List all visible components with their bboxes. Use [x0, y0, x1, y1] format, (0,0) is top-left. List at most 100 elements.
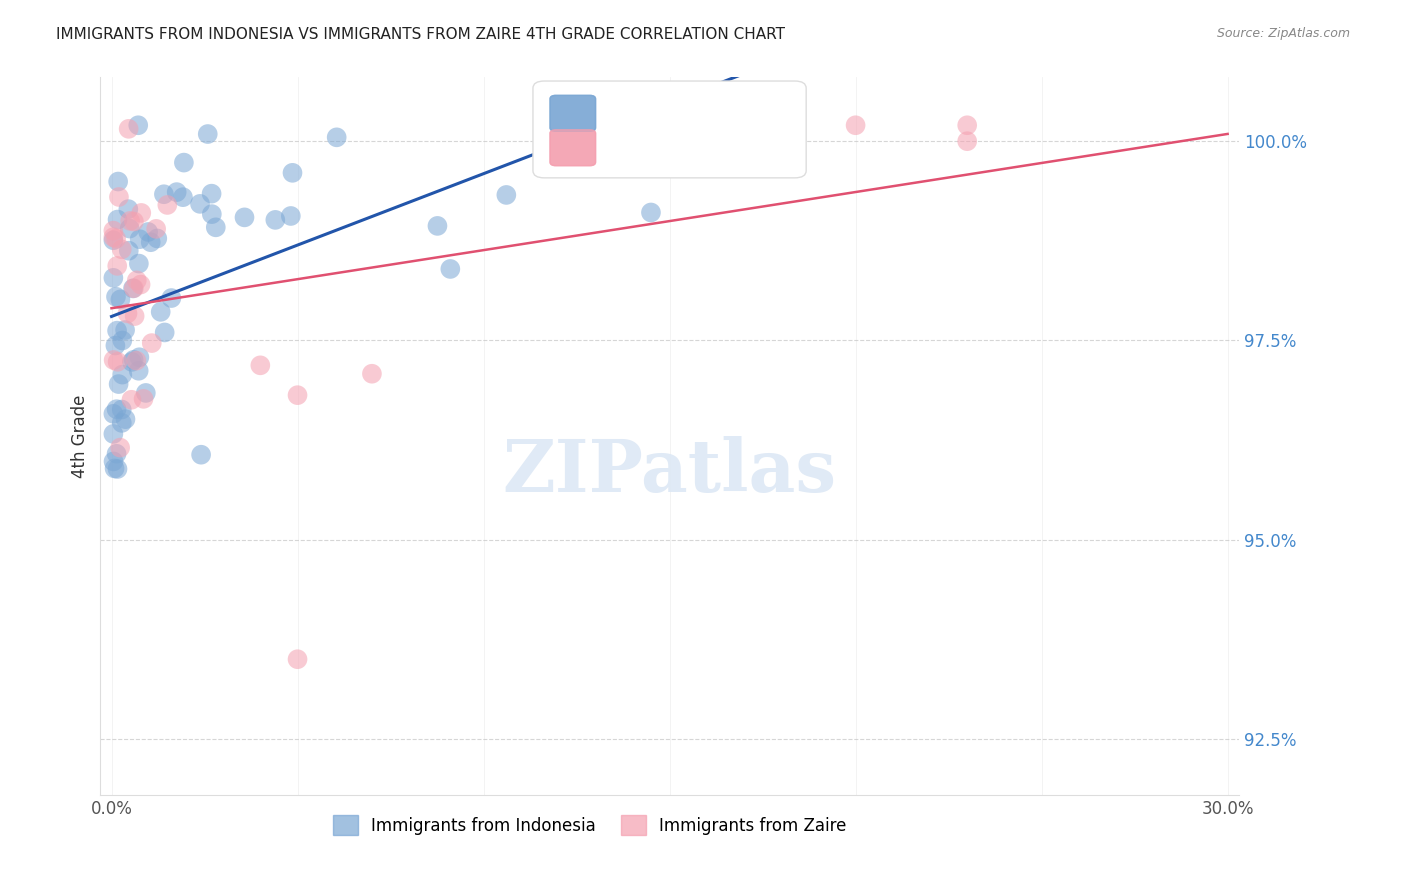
Immigrants from Zaire [103, 224, 125, 238]
Immigrants from Zaire [105, 232, 128, 246]
Immigrants from Indonesia [233, 211, 256, 225]
Immigrants from Indonesia [103, 270, 125, 285]
FancyBboxPatch shape [550, 95, 596, 131]
Immigrants from Zaire [121, 392, 143, 407]
Immigrants from Zaire [117, 306, 139, 320]
Immigrants from Indonesia [107, 175, 129, 189]
Immigrants from Indonesia [426, 219, 449, 233]
Text: Source: ZipAtlas.com: Source: ZipAtlas.com [1216, 27, 1350, 40]
Text: IMMIGRANTS FROM INDONESIA VS IMMIGRANTS FROM ZAIRE 4TH GRADE CORRELATION CHART: IMMIGRANTS FROM INDONESIA VS IMMIGRANTS … [56, 27, 785, 42]
Immigrants from Indonesia [103, 461, 125, 475]
Immigrants from Indonesia [111, 416, 134, 430]
Immigrants from Indonesia [197, 127, 219, 141]
Immigrants from Indonesia [111, 368, 134, 382]
Immigrants from Indonesia [114, 323, 136, 337]
FancyBboxPatch shape [533, 81, 806, 178]
Immigrants from Indonesia [103, 233, 125, 247]
Immigrants from Indonesia [128, 232, 150, 246]
Immigrants from Indonesia [103, 426, 125, 441]
Immigrants from Indonesia [264, 213, 287, 227]
Immigrants from Indonesia [104, 290, 127, 304]
Immigrants from Indonesia [128, 364, 150, 378]
Immigrants from Zaire [156, 198, 179, 212]
Text: N =: N = [692, 145, 744, 163]
Text: 0.365: 0.365 [631, 145, 688, 163]
Immigrants from Zaire [956, 118, 979, 132]
Immigrants from Indonesia [204, 220, 226, 235]
Immigrants from Indonesia [114, 412, 136, 426]
Immigrants from Indonesia [128, 256, 150, 270]
Text: 31: 31 [735, 145, 761, 163]
Immigrants from Zaire [108, 441, 131, 455]
Immigrants from Zaire [111, 243, 134, 257]
Immigrants from Zaire [122, 281, 145, 295]
Immigrants from Indonesia [200, 186, 222, 201]
Immigrants from Indonesia [103, 454, 125, 468]
Immigrants from Indonesia [127, 118, 149, 132]
Immigrants from Indonesia [160, 291, 183, 305]
Text: N =: N = [692, 110, 744, 128]
Immigrants from Indonesia [166, 185, 188, 199]
Immigrants from Indonesia [190, 448, 212, 462]
Immigrants from Indonesia [153, 187, 176, 202]
Immigrants from Indonesia [104, 338, 127, 352]
Immigrants from Indonesia [122, 352, 145, 367]
Immigrants from Zaire [122, 214, 145, 228]
Text: ZIPatlas: ZIPatlas [502, 436, 837, 508]
Immigrants from Indonesia [640, 205, 662, 219]
Immigrants from Indonesia [117, 202, 139, 216]
Immigrants from Zaire [107, 355, 129, 369]
Immigrants from Indonesia [173, 155, 195, 169]
Immigrants from Indonesia [128, 350, 150, 364]
Text: 59: 59 [735, 110, 761, 128]
Immigrants from Zaire [129, 206, 152, 220]
Immigrants from Zaire [287, 652, 309, 666]
Immigrants from Zaire [117, 121, 139, 136]
Immigrants from Indonesia [105, 447, 128, 461]
Immigrants from Zaire [129, 277, 152, 292]
Immigrants from Zaire [120, 214, 142, 228]
Immigrants from Zaire [125, 273, 148, 287]
Immigrants from Indonesia [149, 305, 172, 319]
Immigrants from Indonesia [107, 212, 129, 227]
Immigrants from Indonesia [105, 324, 128, 338]
Immigrants from Zaire [845, 118, 868, 132]
Text: R =: R = [596, 110, 634, 128]
Immigrants from Indonesia [495, 188, 517, 202]
Text: 0.399: 0.399 [631, 110, 688, 128]
Immigrants from Indonesia [105, 402, 128, 417]
Immigrants from Indonesia [280, 209, 302, 223]
Immigrants from Zaire [361, 367, 384, 381]
Immigrants from Zaire [108, 190, 131, 204]
Immigrants from Indonesia [188, 197, 211, 211]
Immigrants from Indonesia [281, 166, 304, 180]
Immigrants from Zaire [141, 336, 163, 351]
Immigrants from Indonesia [103, 407, 125, 421]
Immigrants from Zaire [956, 134, 979, 148]
Immigrants from Zaire [145, 222, 167, 236]
Immigrants from Zaire [287, 388, 309, 402]
Immigrants from Zaire [105, 259, 128, 273]
Y-axis label: 4th Grade: 4th Grade [72, 394, 89, 478]
Immigrants from Zaire [103, 230, 125, 244]
Immigrants from Indonesia [135, 386, 157, 401]
Immigrants from Zaire [249, 359, 271, 373]
Immigrants from Indonesia [111, 334, 134, 348]
Immigrants from Indonesia [139, 235, 162, 250]
Immigrants from Indonesia [122, 281, 145, 295]
Immigrants from Zaire [132, 392, 155, 406]
FancyBboxPatch shape [550, 130, 596, 166]
Immigrants from Indonesia [110, 293, 132, 307]
Immigrants from Indonesia [118, 244, 141, 258]
Immigrants from Zaire [103, 353, 125, 368]
Immigrants from Indonesia [107, 377, 129, 392]
Immigrants from Indonesia [118, 221, 141, 235]
Immigrants from Indonesia [153, 326, 176, 340]
Immigrants from Indonesia [325, 130, 347, 145]
Immigrants from Indonesia [172, 190, 194, 204]
Immigrants from Indonesia [439, 262, 461, 277]
Immigrants from Zaire [125, 353, 148, 368]
Immigrants from Indonesia [201, 207, 224, 221]
Immigrants from Indonesia [111, 402, 134, 417]
Immigrants from Indonesia [146, 231, 169, 245]
